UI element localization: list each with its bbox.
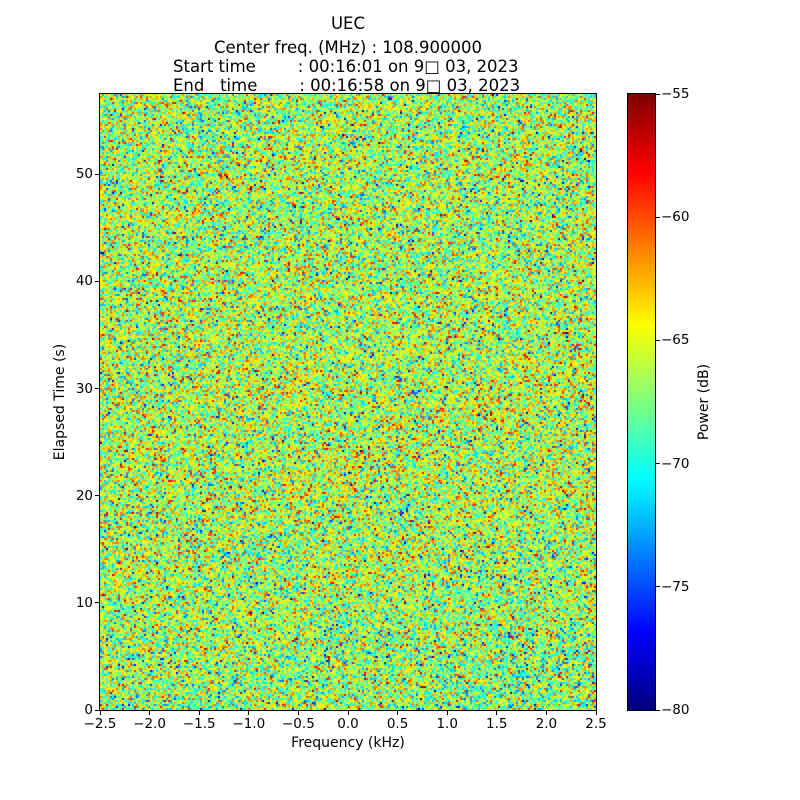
x-tick-label: 0.0 xyxy=(337,716,359,732)
spectrogram-heatmap xyxy=(100,94,596,710)
colorbar-tick-label: −80 xyxy=(661,702,690,718)
y-tick xyxy=(95,388,99,390)
x-tick xyxy=(149,711,151,715)
x-tick-label: −1.5 xyxy=(182,716,216,732)
colorbar-gradient xyxy=(628,94,655,710)
colorbar-tick xyxy=(656,709,660,711)
colorbar-tick xyxy=(656,216,660,218)
colorbar-label: Power (dB) xyxy=(696,363,712,441)
colorbar-tick-label: −60 xyxy=(661,209,690,226)
x-tick-label: −1.0 xyxy=(232,716,266,732)
x-tick xyxy=(99,711,101,715)
x-tick xyxy=(496,711,498,715)
y-tick xyxy=(95,280,99,282)
y-tick xyxy=(95,495,99,497)
y-tick-label: 0 xyxy=(84,702,93,718)
colorbar-tick-label: −75 xyxy=(661,578,690,595)
center-freq-line: Center freq. (MHz) : 108.900000 xyxy=(213,38,483,57)
colorbar-tick xyxy=(656,93,660,95)
colorbar-tick xyxy=(656,339,660,341)
x-tick xyxy=(397,711,399,715)
x-tick-label: −0.5 xyxy=(282,716,315,732)
x-tick-label: −2.5 xyxy=(83,716,117,732)
x-tick-label: 2.0 xyxy=(535,716,558,732)
x-tick-label: −2.0 xyxy=(133,716,166,732)
x-tick-label: 1.5 xyxy=(486,716,508,732)
x-tick-label: 0.5 xyxy=(386,716,409,732)
x-tick xyxy=(595,711,597,715)
y-tick xyxy=(95,173,99,175)
y-tick-label: 30 xyxy=(75,380,93,397)
x-tick xyxy=(347,711,349,715)
x-tick xyxy=(198,711,200,715)
y-tick xyxy=(95,709,99,711)
y-axis-label: Elapsed Time (s) xyxy=(52,343,68,461)
colorbar-tick-label: −70 xyxy=(661,455,690,472)
y-tick-label: 40 xyxy=(75,273,93,290)
end-time-line: End time : 00:16:58 on 9□ 03, 2023 xyxy=(173,76,521,95)
start-time-line: Start time : 00:16:01 on 9□ 03, 2023 xyxy=(173,57,519,76)
x-axis-label: Frequency (kHz) xyxy=(291,735,405,751)
y-tick xyxy=(95,602,99,604)
colorbar-tick xyxy=(656,463,660,465)
x-tick xyxy=(446,711,448,715)
x-tick-label: 1.0 xyxy=(436,716,458,732)
y-tick-label: 50 xyxy=(75,166,93,183)
colorbar-tick-label: −55 xyxy=(661,86,690,102)
y-tick-label: 10 xyxy=(75,594,93,611)
y-tick-label: 20 xyxy=(75,487,93,504)
chart-title: UEC xyxy=(330,14,366,33)
colorbar-tick xyxy=(656,586,660,588)
colorbar-tick-label: −65 xyxy=(661,332,690,349)
x-tick xyxy=(545,711,547,715)
x-tick-label: 2.5 xyxy=(585,716,607,732)
x-tick xyxy=(297,711,299,715)
x-tick xyxy=(248,711,250,715)
